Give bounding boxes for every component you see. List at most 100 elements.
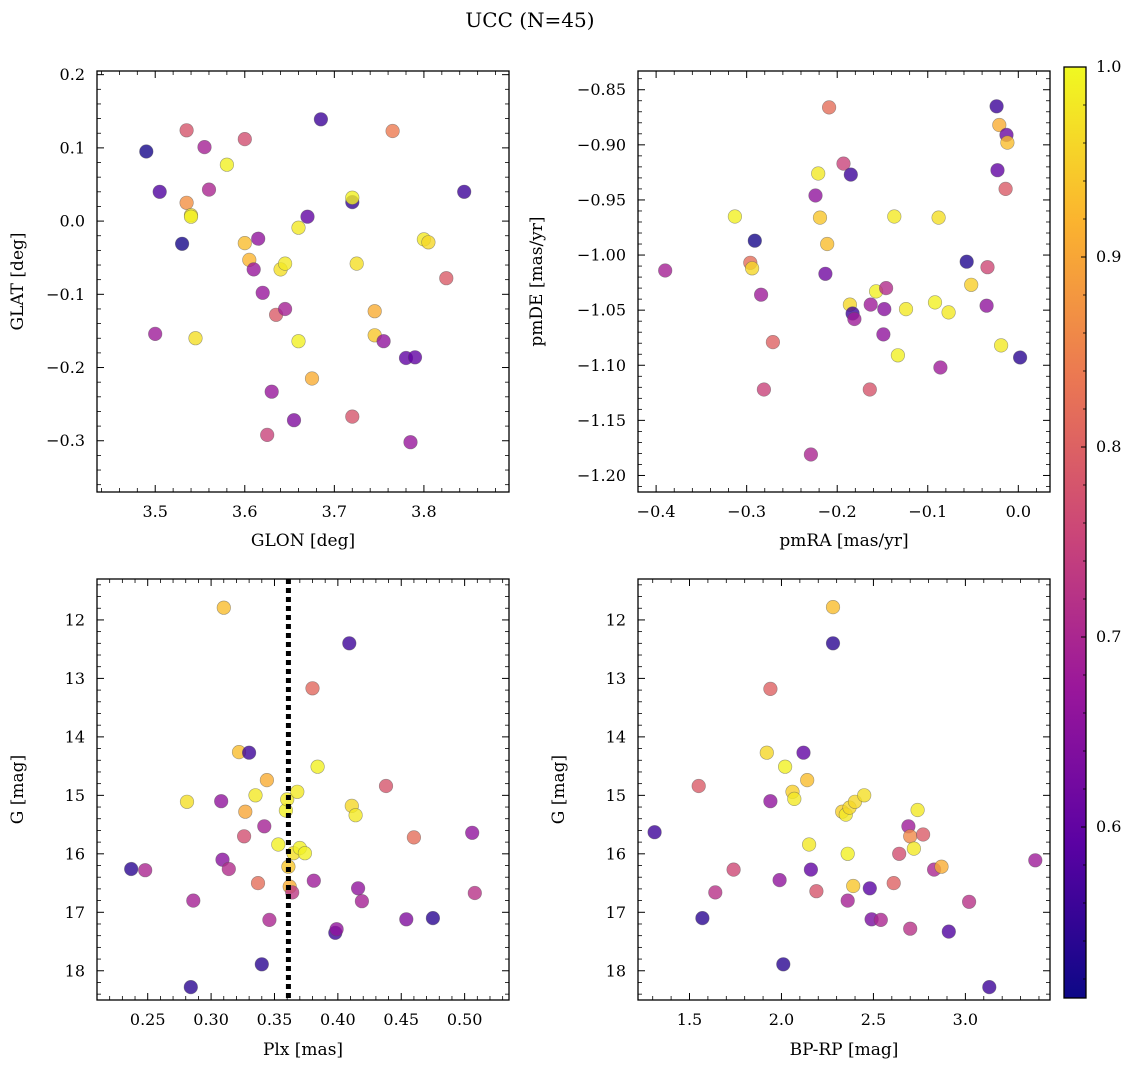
scatter-point	[186, 893, 201, 908]
scatter-point	[840, 846, 855, 861]
scatter-point	[964, 277, 979, 292]
scatter-point	[255, 285, 270, 300]
colorbar-tick-label: 0.8	[1096, 437, 1121, 456]
scatter-point	[825, 599, 841, 615]
scatter-point	[959, 254, 974, 269]
y-tick-label: 12	[65, 610, 85, 629]
scatter-point	[148, 326, 163, 342]
scatter-point	[846, 878, 861, 894]
y-tick-label: −0.3	[46, 431, 85, 450]
scatter-point	[873, 912, 888, 928]
scatter-point	[878, 281, 894, 296]
scatter-point	[439, 271, 454, 286]
scatter-point	[305, 681, 320, 696]
scatter-point	[237, 132, 252, 147]
scatter-point	[467, 885, 482, 901]
x-axis-label: GLON [deg]	[251, 531, 355, 551]
scatter-point	[756, 382, 772, 397]
scatter-point	[329, 922, 344, 937]
scatter-point	[216, 600, 231, 615]
scatter-point	[818, 266, 833, 281]
scatter-point	[367, 304, 382, 319]
y-tick-label: −0.1	[46, 285, 85, 304]
scatter-point	[183, 209, 199, 224]
x-tick-label: 2.5	[861, 1010, 886, 1029]
scatter-point	[836, 156, 851, 171]
scatter-point	[351, 881, 366, 896]
scatter-point	[300, 209, 315, 224]
scatter-point	[910, 802, 925, 818]
scatter-point	[306, 873, 321, 888]
y-tick-label: −1.10	[577, 356, 626, 375]
x-tick-label: 0.25	[130, 1010, 166, 1029]
scatter-point	[961, 894, 977, 909]
scatter-point	[890, 348, 906, 363]
scatter-point	[933, 360, 948, 375]
y-tick-label: 14	[65, 727, 85, 746]
y-tick-label: 18	[65, 961, 85, 980]
scatter-point	[304, 371, 320, 386]
scatter-point	[941, 924, 956, 939]
scatter-point	[877, 302, 892, 317]
y-axis-label: pmDE [mas/yr]	[527, 216, 547, 346]
scatter-point	[744, 261, 760, 276]
scatter-point	[772, 872, 787, 888]
y-tick-label: −1.20	[577, 466, 626, 485]
scatter-point	[348, 808, 363, 823]
x-tick-label: 0.45	[383, 1010, 419, 1029]
scatter-point	[219, 157, 234, 172]
scatter-point	[349, 256, 364, 271]
scatter-point	[286, 413, 302, 428]
scatter-series	[658, 99, 1028, 462]
scatter-point	[262, 912, 277, 928]
y-tick-label: 16	[606, 844, 626, 863]
scatter-point	[811, 166, 826, 181]
scatter-point	[847, 311, 862, 327]
scatter-point	[183, 979, 198, 995]
scatter-point	[248, 788, 263, 803]
scatter-point	[139, 144, 154, 159]
scatter-series	[124, 600, 482, 995]
x-tick-label: 2.0	[769, 1010, 794, 1029]
scatter-point	[803, 447, 819, 462]
scatter-point	[998, 181, 1013, 196]
scatter-point	[787, 791, 802, 807]
y-tick-label: 12	[606, 610, 626, 629]
scatter-point	[825, 636, 841, 651]
scatter-point	[264, 384, 279, 399]
scatter-point	[887, 209, 902, 224]
scatter-point	[385, 123, 400, 139]
colorbar-tick-label: 0.9	[1096, 247, 1121, 266]
scatter-point	[647, 825, 662, 840]
x-tick-label: 1.5	[677, 1010, 702, 1029]
scatter-point	[800, 772, 815, 788]
scatter-point	[903, 829, 918, 844]
subplot-2: −0.4 −0.3 −0.2 −0.1 0.0 −0.85 −0.90 −0.95 −1.00 −…	[527, 70, 1051, 551]
x-tick-label: 3.5	[142, 502, 167, 521]
scatter-point	[982, 979, 997, 995]
scatter-point	[238, 804, 253, 819]
subplots: 3.5 3.6 3.7 3.8 0.2 0.1 0.0 −0.1 −0.2 −0.3 GLON [d…	[8, 65, 1051, 1060]
scatter-point	[251, 231, 266, 246]
scatter-point	[886, 875, 901, 891]
x-tick-label: 0.50	[447, 1010, 483, 1029]
scatter-point	[931, 210, 946, 225]
y-tick-label: −0.90	[577, 135, 626, 154]
figure-title: UCC (N=45)	[465, 8, 594, 32]
scatter-point	[980, 260, 995, 275]
y-tick-label: −1.05	[577, 301, 626, 320]
y-tick-label: 13	[65, 669, 85, 688]
colorbar: 0.6 0.7 0.8 0.9 1.0	[1063, 57, 1121, 999]
subplot-3: 0.25 0.30 0.35 0.40 0.45 0.50 12 13 14 15 16 17 18 Pl…	[8, 578, 510, 1060]
scatter-point	[801, 837, 817, 852]
scatter-point	[1000, 135, 1015, 150]
scatter-point	[726, 862, 741, 877]
scatter-point	[903, 921, 918, 936]
scatter-point	[237, 236, 252, 251]
y-axis-label: G [mag]	[8, 755, 28, 824]
scatter-point	[457, 184, 472, 199]
scatter-point	[246, 262, 261, 277]
scatter-point	[992, 117, 1007, 133]
x-tick-label: 3.8	[411, 502, 436, 521]
